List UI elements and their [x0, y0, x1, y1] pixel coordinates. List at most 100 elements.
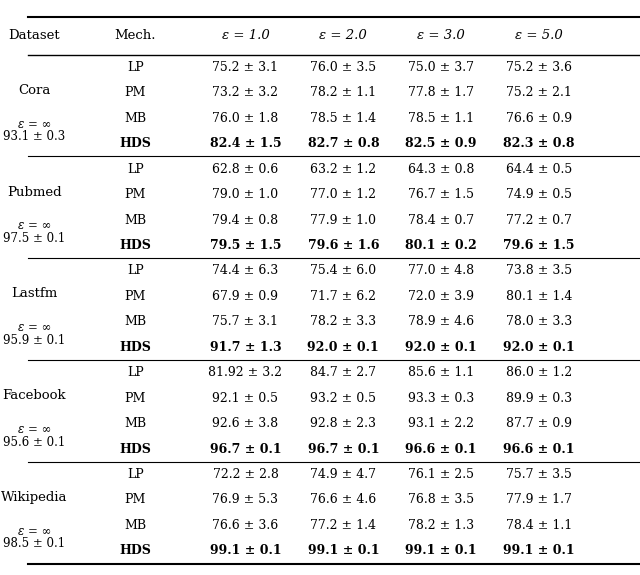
Text: 81.92 ± 3.2: 81.92 ± 3.2: [209, 366, 282, 379]
Text: 78.2 ± 1.3: 78.2 ± 1.3: [408, 519, 474, 532]
Text: 75.7 ± 3.5: 75.7 ± 3.5: [506, 468, 572, 481]
Text: 95.6 ± 0.1: 95.6 ± 0.1: [3, 436, 65, 449]
Text: 91.7 ± 1.3: 91.7 ± 1.3: [210, 341, 281, 354]
Text: 73.8 ± 3.5: 73.8 ± 3.5: [506, 264, 572, 277]
Text: 76.0 ± 3.5: 76.0 ± 3.5: [310, 61, 376, 74]
Text: 75.0 ± 3.7: 75.0 ± 3.7: [408, 61, 474, 74]
Text: 74.9 ± 4.7: 74.9 ± 4.7: [310, 468, 376, 481]
Text: 77.0 ± 4.8: 77.0 ± 4.8: [408, 264, 474, 277]
Text: 84.7 ± 2.7: 84.7 ± 2.7: [310, 366, 376, 379]
Text: 72.2 ± 2.8: 72.2 ± 2.8: [212, 468, 278, 481]
Text: 96.6 ± 0.1: 96.6 ± 0.1: [503, 443, 575, 455]
Text: ε = ∞: ε = ∞: [18, 219, 51, 232]
Text: 78.4 ± 1.1: 78.4 ± 1.1: [506, 519, 572, 532]
Text: 77.0 ± 1.2: 77.0 ± 1.2: [310, 188, 376, 201]
Text: 79.6 ± 1.5: 79.6 ± 1.5: [503, 239, 575, 252]
Text: 79.6 ± 1.6: 79.6 ± 1.6: [308, 239, 379, 252]
Text: 92.0 ± 0.1: 92.0 ± 0.1: [503, 341, 575, 354]
Text: 77.9 ± 1.0: 77.9 ± 1.0: [310, 213, 376, 227]
Text: 89.9 ± 0.3: 89.9 ± 0.3: [506, 392, 572, 405]
Text: 77.2 ± 0.7: 77.2 ± 0.7: [506, 213, 572, 227]
Text: MB: MB: [124, 213, 147, 227]
Text: 78.2 ± 3.3: 78.2 ± 3.3: [310, 315, 376, 328]
Text: 92.0 ± 0.1: 92.0 ± 0.1: [405, 341, 477, 354]
Text: 76.1 ± 2.5: 76.1 ± 2.5: [408, 468, 474, 481]
Text: PM: PM: [125, 188, 146, 201]
Text: 79.4 ± 0.8: 79.4 ± 0.8: [212, 213, 278, 227]
Text: 62.8 ± 0.6: 62.8 ± 0.6: [212, 163, 278, 175]
Text: 78.9 ± 4.6: 78.9 ± 4.6: [408, 315, 474, 328]
Text: 63.2 ± 1.2: 63.2 ± 1.2: [310, 163, 376, 175]
Text: 97.5 ± 0.1: 97.5 ± 0.1: [3, 232, 65, 245]
Text: 92.0 ± 0.1: 92.0 ± 0.1: [307, 341, 379, 354]
Text: 99.1 ± 0.1: 99.1 ± 0.1: [503, 545, 575, 557]
Text: ε = 3.0: ε = 3.0: [417, 29, 465, 43]
Text: 74.4 ± 6.3: 74.4 ± 6.3: [212, 264, 278, 277]
Text: 96.7 ± 0.1: 96.7 ± 0.1: [210, 443, 281, 455]
Text: ε = 2.0: ε = 2.0: [319, 29, 367, 43]
Text: 82.3 ± 0.8: 82.3 ± 0.8: [503, 137, 575, 150]
Text: HDS: HDS: [120, 137, 151, 150]
Text: HDS: HDS: [120, 341, 151, 354]
Text: ε = ∞: ε = ∞: [18, 524, 51, 538]
Text: 75.2 ± 2.1: 75.2 ± 2.1: [506, 86, 572, 99]
Text: 76.9 ± 5.3: 76.9 ± 5.3: [212, 493, 278, 507]
Text: 82.7 ± 0.8: 82.7 ± 0.8: [307, 137, 379, 150]
Text: 80.1 ± 0.2: 80.1 ± 0.2: [405, 239, 477, 252]
Text: 96.7 ± 0.1: 96.7 ± 0.1: [307, 443, 379, 455]
Text: LP: LP: [127, 264, 144, 277]
Text: 95.9 ± 0.1: 95.9 ± 0.1: [3, 334, 65, 347]
Text: MB: MB: [124, 519, 147, 532]
Text: HDS: HDS: [120, 545, 151, 557]
Text: 73.2 ± 3.2: 73.2 ± 3.2: [212, 86, 278, 99]
Text: 87.7 ± 0.9: 87.7 ± 0.9: [506, 417, 572, 430]
Text: LP: LP: [127, 468, 144, 481]
Text: 76.0 ± 1.8: 76.0 ± 1.8: [212, 112, 278, 125]
Text: 92.1 ± 0.5: 92.1 ± 0.5: [212, 392, 278, 405]
Text: Facebook: Facebook: [3, 389, 66, 402]
Text: 78.0 ± 3.3: 78.0 ± 3.3: [506, 315, 572, 328]
Text: 76.6 ± 3.6: 76.6 ± 3.6: [212, 519, 278, 532]
Text: HDS: HDS: [120, 239, 151, 252]
Text: 99.1 ± 0.1: 99.1 ± 0.1: [210, 545, 281, 557]
Text: 93.3 ± 0.3: 93.3 ± 0.3: [408, 392, 474, 405]
Text: 76.7 ± 1.5: 76.7 ± 1.5: [408, 188, 474, 201]
Text: 76.6 ± 0.9: 76.6 ± 0.9: [506, 112, 572, 125]
Text: Wikipedia: Wikipedia: [1, 491, 68, 504]
Text: 93.1 ± 2.2: 93.1 ± 2.2: [408, 417, 474, 430]
Text: 78.5 ± 1.4: 78.5 ± 1.4: [310, 112, 376, 125]
Text: 78.4 ± 0.7: 78.4 ± 0.7: [408, 213, 474, 227]
Text: LP: LP: [127, 366, 144, 379]
Text: ε = ∞: ε = ∞: [18, 321, 51, 334]
Text: LP: LP: [127, 61, 144, 74]
Text: MB: MB: [124, 417, 147, 430]
Text: 71.7 ± 6.2: 71.7 ± 6.2: [310, 290, 376, 303]
Text: 78.2 ± 1.1: 78.2 ± 1.1: [310, 86, 376, 99]
Text: 64.4 ± 0.5: 64.4 ± 0.5: [506, 163, 572, 175]
Text: 74.9 ± 0.5: 74.9 ± 0.5: [506, 188, 572, 201]
Text: 93.2 ± 0.5: 93.2 ± 0.5: [310, 392, 376, 405]
Text: 77.8 ± 1.7: 77.8 ± 1.7: [408, 86, 474, 99]
Text: 82.5 ± 0.9: 82.5 ± 0.9: [406, 137, 477, 150]
Text: PM: PM: [125, 86, 146, 99]
Text: LP: LP: [127, 163, 144, 175]
Text: PM: PM: [125, 290, 146, 303]
Text: PM: PM: [125, 392, 146, 405]
Text: 85.6 ± 1.1: 85.6 ± 1.1: [408, 366, 474, 379]
Text: 64.3 ± 0.8: 64.3 ± 0.8: [408, 163, 474, 175]
Text: 75.2 ± 3.1: 75.2 ± 3.1: [212, 61, 278, 74]
Text: 80.1 ± 1.4: 80.1 ± 1.4: [506, 290, 572, 303]
Text: 67.9 ± 0.9: 67.9 ± 0.9: [212, 290, 278, 303]
Text: 92.6 ± 3.8: 92.6 ± 3.8: [212, 417, 278, 430]
Text: ε = 5.0: ε = 5.0: [515, 29, 563, 43]
Text: MB: MB: [124, 112, 147, 125]
Text: ε = ∞: ε = ∞: [18, 117, 51, 131]
Text: 77.2 ± 1.4: 77.2 ± 1.4: [310, 519, 376, 532]
Text: 78.5 ± 1.1: 78.5 ± 1.1: [408, 112, 474, 125]
Text: 75.7 ± 3.1: 75.7 ± 3.1: [212, 315, 278, 328]
Text: 96.6 ± 0.1: 96.6 ± 0.1: [406, 443, 477, 455]
Text: 99.1 ± 0.1: 99.1 ± 0.1: [405, 545, 477, 557]
Text: 86.0 ± 1.2: 86.0 ± 1.2: [506, 366, 572, 379]
Text: Dataset: Dataset: [8, 29, 60, 43]
Text: MB: MB: [124, 315, 147, 328]
